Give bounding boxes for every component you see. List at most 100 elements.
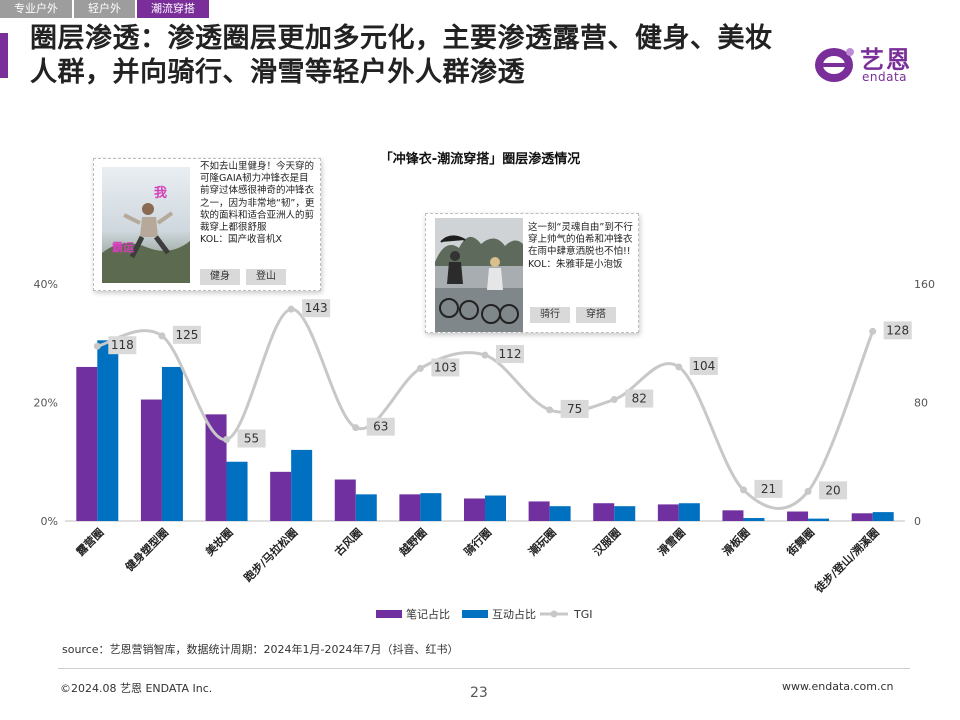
bar-notes-2 <box>205 414 227 521</box>
bar-interaction-3 <box>291 449 313 521</box>
category-label: 骑行圈 <box>461 525 494 558</box>
kol-post-body-2: 这一刻“灵魂自由”到不行 穿上帅气的伯希和冲锋衣 在雨中肆意洒脱也不怕!! <box>528 222 633 258</box>
tgi-point-0 <box>93 342 101 350</box>
tgi-label-6: 112 <box>499 347 522 361</box>
photo-overlay-text-1: 我 <box>154 185 167 201</box>
tgi-label-bg-5 <box>431 358 460 377</box>
tgi-label-11: 20 <box>825 483 840 497</box>
tgi-point-2 <box>223 436 231 444</box>
category-label: 跑步/马拉松圈 <box>241 525 300 584</box>
tgi-label-bg-9 <box>689 356 718 375</box>
tgi-point-12 <box>869 327 877 335</box>
tgi-label-bg-6 <box>496 345 524 364</box>
tgi-point-11 <box>804 487 812 495</box>
tgi-point-5 <box>416 364 424 372</box>
tgi-label-12: 128 <box>886 323 909 337</box>
kol-callout-fitness: 我 霸运 不如去山里健身！今天穿的可隆GAIA韧力冲锋衣是目前穿过体感很神奇的冲… <box>93 158 321 291</box>
legend-marker-tgi <box>550 610 558 618</box>
category-label: 古风圈 <box>332 525 365 558</box>
website-link[interactable]: www.endata.com.cn <box>782 680 894 693</box>
tgi-point-8 <box>610 396 618 404</box>
tgi-label-0: 118 <box>111 338 134 352</box>
kol-post-text-2: 这一刻“灵魂自由”到不行 穿上帅气的伯希和冲锋衣 在雨中肆意洒脱也不怕!! KO… <box>528 222 634 271</box>
kol-callout-cycling: 这一刻“灵魂自由”到不行 穿上帅气的伯希和冲锋衣 在雨中肆意洒脱也不怕!! KO… <box>425 213 639 333</box>
logo-text-cn: 艺恩 <box>860 46 912 74</box>
tgi-point-1 <box>158 332 166 340</box>
tag-cycling: 骑行 <box>530 307 570 323</box>
bar-interaction-7 <box>549 506 571 521</box>
legend-label-interaction: 互动占比 <box>492 607 536 621</box>
bar-interaction-6 <box>485 495 506 521</box>
bar-interaction-4 <box>355 494 377 521</box>
tgi-point-3 <box>287 305 295 313</box>
bar-notes-10 <box>722 510 744 521</box>
category-label: 汉服圈 <box>590 525 623 558</box>
bar-notes-1 <box>140 399 162 521</box>
tgi-point-6 <box>481 351 489 359</box>
tgi-label-5: 103 <box>434 360 457 374</box>
y-left-tick-label: 40% <box>34 278 58 291</box>
tgi-label-bg-0 <box>108 336 137 355</box>
tab-trend-outfit[interactable]: 潮流穿搭 <box>137 0 209 18</box>
bar-interaction-2 <box>226 461 248 521</box>
bar-notes-12 <box>851 513 873 521</box>
bar-notes-6 <box>464 498 485 521</box>
y-right-tick-label: 80 <box>914 397 928 410</box>
kol-tags: 健身 登山 <box>200 269 292 285</box>
tab-professional-outdoor[interactable]: 专业户外 <box>0 0 72 18</box>
tgi-point-4 <box>352 424 360 432</box>
bar-interaction-12 <box>872 512 894 521</box>
y-right-tick-label: 160 <box>914 278 935 291</box>
category-label: 潮玩圈 <box>526 525 559 558</box>
bar-notes-0 <box>76 366 98 521</box>
bar-interaction-5 <box>420 493 442 521</box>
bar-interaction-8 <box>614 506 636 521</box>
tgi-label-bg-2 <box>237 429 266 448</box>
tgi-label-8: 82 <box>632 392 647 406</box>
bar-notes-8 <box>593 503 615 521</box>
tag-outfit: 穿搭 <box>576 307 616 323</box>
legend-swatch-interaction <box>462 610 488 618</box>
photo-overlay-text-2: 霸运 <box>112 241 134 254</box>
tgi-label-bg-1 <box>172 325 201 344</box>
bar-interaction-9 <box>678 503 700 521</box>
logo-text-en: endata <box>862 70 908 84</box>
tgi-label-9: 104 <box>692 359 715 373</box>
legend-label-notes: 笔记占比 <box>406 607 450 621</box>
y-left-tick-label: 20% <box>34 397 58 410</box>
bar-notes-9 <box>657 504 679 521</box>
category-label: 健身塑型圈 <box>122 525 171 574</box>
top-tabs: 专业户外 轻户外 潮流穿搭 <box>0 0 211 18</box>
bar-interaction-0 <box>97 340 119 521</box>
category-label: 越野圈 <box>396 525 430 559</box>
kol-post-text: 不如去山里健身！今天穿的可隆GAIA韧力冲锋衣是目前穿过体感很神奇的冲锋衣之一，… <box>200 161 318 246</box>
kol-photo-cycling <box>435 218 523 332</box>
legend-swatch-notes <box>376 610 402 618</box>
tgi-label-3: 143 <box>305 301 328 315</box>
category-label: 徒步/登山/溯溪圈 <box>811 525 882 596</box>
bar-notes-3 <box>270 471 292 521</box>
category-label: 滑板圈 <box>719 525 752 558</box>
tgi-point-9 <box>675 363 683 371</box>
bar-interaction-11 <box>808 518 830 521</box>
bar-notes-11 <box>787 511 809 521</box>
category-label: 露营圈 <box>73 525 106 558</box>
tgi-point-7 <box>546 406 554 414</box>
kol-post-body: 不如去山里健身！今天穿的可隆GAIA韧力冲锋衣是目前穿过体感很神奇的冲锋衣之一，… <box>200 161 315 234</box>
y-left-tick-label: 0% <box>41 515 58 528</box>
kol-photo-fitness: 我 霸运 <box>102 167 190 283</box>
tab-light-outdoor[interactable]: 轻户外 <box>74 0 135 18</box>
bar-interaction-1 <box>161 366 183 521</box>
kol-tags-2: 骑行 穿搭 <box>530 307 622 323</box>
endata-logo-mark <box>815 48 854 82</box>
tgi-label-bg-4 <box>366 417 395 436</box>
tgi-label-bg-11 <box>819 481 848 500</box>
bar-notes-7 <box>528 501 550 521</box>
tgi-label-bg-10 <box>754 479 783 498</box>
category-label: 滑雪圈 <box>655 525 688 558</box>
page-title: 圈层渗透：渗透圈层更加多元化，主要渗透露营、健身、美妆人群，并向骑行、滑雪等轻户… <box>30 23 773 88</box>
category-label: 街舞圈 <box>783 525 817 559</box>
bar-interaction-10 <box>743 518 765 521</box>
copyright: ©2024.08 艺恩 ENDATA Inc. <box>60 682 213 695</box>
kol-name-2: KOL：朱雅菲是小泡饭 <box>528 258 623 270</box>
